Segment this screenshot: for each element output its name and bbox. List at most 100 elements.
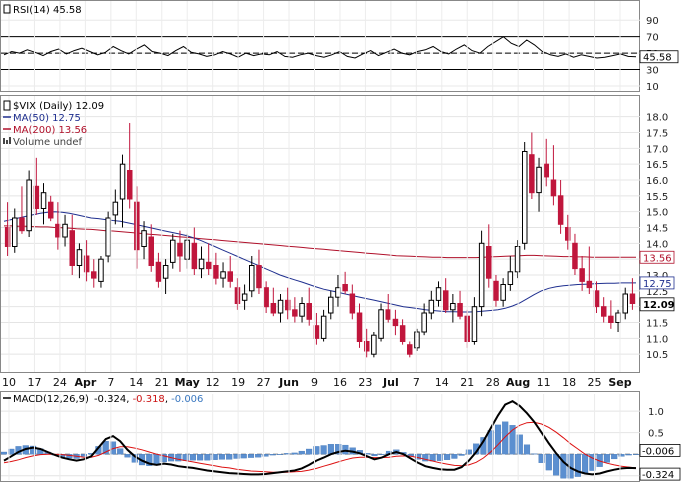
candle-body (349, 293, 356, 314)
macd-histogram-bar (175, 454, 182, 462)
macd-histogram-bar (436, 454, 443, 461)
candle (134, 186, 140, 269)
macd-tick-label: 0.5 (648, 429, 664, 440)
candle-body (478, 242, 485, 308)
candle-body (471, 306, 478, 343)
macd-histogram-bar (197, 454, 204, 461)
macd-histogram-bar (516, 434, 523, 455)
candle (270, 287, 277, 317)
candle-body (579, 268, 585, 282)
candle (277, 294, 284, 323)
candle (91, 259, 97, 288)
rsi-last-value-box (639, 50, 679, 64)
candle (622, 287, 628, 320)
macd-histogram-bar (291, 452, 298, 455)
candle-body (198, 258, 205, 270)
candle-body (241, 293, 248, 301)
candle (557, 180, 564, 234)
macd-histogram-bar (560, 454, 567, 479)
macd-histogram-bar (342, 444, 349, 455)
macd-histogram-bar (313, 446, 320, 455)
candle-body (83, 255, 90, 273)
candle (536, 157, 542, 212)
macd-histogram-bar (451, 454, 458, 459)
candle-body (162, 265, 169, 279)
candle (12, 208, 18, 253)
macd-value-label: -0.006 (639, 444, 681, 457)
candle (148, 224, 154, 272)
price-tick-label: 17.0 (646, 144, 668, 155)
ma50-legend-text: MA(50) 12.75 (13, 113, 81, 124)
price-value-box (639, 250, 675, 264)
candle-body (62, 223, 68, 238)
macd-histogram-bar (618, 454, 625, 457)
macd-histogram-bar (226, 454, 233, 460)
candle (342, 271, 348, 294)
price-legend: $VIX (Daily) 12.09 MA(50) 12.75 MA(200) … (3, 100, 104, 148)
x-tick-label: May (175, 376, 200, 389)
candle-body (529, 154, 535, 194)
candle (392, 309, 399, 336)
macd-histogram-bar (523, 444, 531, 455)
macd-histogram-bar (320, 445, 327, 455)
candle (414, 328, 420, 351)
candle-body (385, 309, 391, 320)
candle-body (177, 242, 183, 257)
candle (349, 284, 356, 320)
candle (292, 297, 298, 323)
vix-legend-icon (3, 100, 11, 111)
candle (399, 319, 406, 345)
candle (40, 183, 47, 225)
rsi-line (3, 36, 637, 59)
candle (457, 290, 463, 320)
price-value-box (639, 297, 675, 312)
price-value-label: 13.56 (639, 250, 675, 264)
candle (550, 145, 557, 206)
price-tick-label: 15.5 (646, 192, 668, 203)
candle (572, 233, 578, 275)
macd-tick-label: 1.0 (648, 407, 664, 418)
candle-body (155, 261, 162, 282)
candle (471, 297, 478, 345)
x-tick-label: 12 (206, 376, 220, 389)
x-tick-label: 24 (53, 376, 67, 389)
price-tick-label: 10.5 (646, 350, 668, 361)
macd-histogram-bar (632, 454, 640, 455)
candle (62, 214, 68, 247)
macd-histogram-bar (30, 445, 37, 455)
x-tick-label: 18 (562, 376, 576, 389)
candle-body (191, 242, 198, 270)
candle-body (234, 287, 241, 305)
macd-histogram-bar (574, 454, 581, 477)
price-value-text: 13.56 (643, 253, 672, 264)
candle (198, 246, 205, 279)
macd-histogram-bar (80, 454, 87, 457)
candle (256, 249, 262, 294)
candle-body (392, 318, 399, 327)
macd-histogram-bar (611, 454, 618, 460)
candle-body (206, 261, 212, 270)
x-tick-label: 11 (537, 376, 551, 389)
candle (579, 256, 585, 291)
candle-body (328, 296, 334, 314)
candle (26, 170, 32, 237)
candle-body (356, 312, 363, 342)
candle-body (48, 201, 54, 219)
candle-body (443, 290, 449, 311)
macd-histogram-bar (298, 450, 305, 455)
candle (213, 252, 219, 285)
candle-body (292, 309, 298, 317)
candle (98, 256, 104, 288)
candle-body (457, 303, 463, 317)
macd-value-text: -0.324 (642, 470, 674, 481)
candle-body (486, 246, 492, 279)
candle-body (371, 334, 377, 355)
macd-histogram-bar (204, 454, 211, 461)
x-tick-label: 25 (588, 376, 602, 389)
candle (486, 224, 492, 288)
rsi-tick-label: 70 (646, 33, 659, 44)
macd-histogram-bar (444, 454, 451, 460)
candle (48, 195, 54, 222)
rsi-legend-icon (3, 4, 11, 14)
